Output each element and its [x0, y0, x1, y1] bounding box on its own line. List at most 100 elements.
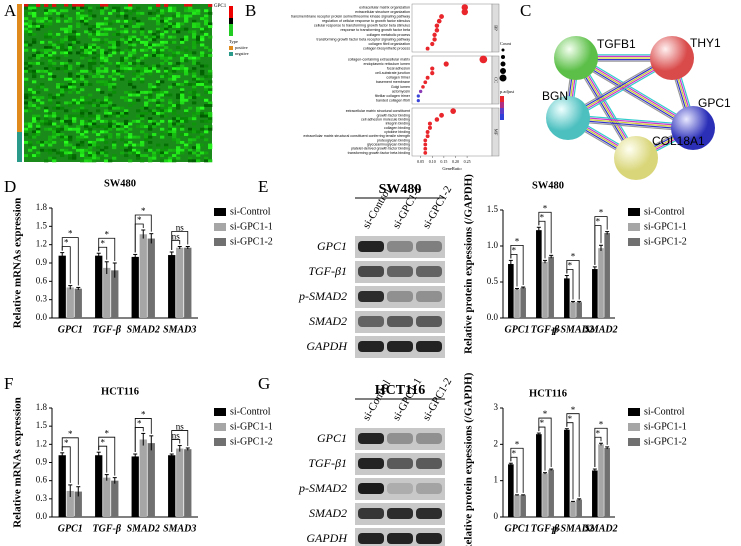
heatmap-cell [148, 11, 153, 15]
band [387, 483, 413, 494]
heatmap-cell [144, 101, 149, 105]
heatmap-cell [136, 143, 141, 147]
heatmap-cell [96, 46, 101, 50]
heatmap-cell [176, 119, 181, 123]
bar [131, 256, 139, 318]
heatmap-cell [172, 127, 177, 131]
heatmap-cell [160, 54, 165, 57]
heatmap-cell [36, 51, 41, 55]
heatmap-cell [136, 38, 141, 42]
heatmap-cell [72, 154, 77, 158]
heatmap-cell [148, 38, 153, 42]
heatmap-cell [184, 9, 189, 13]
heatmap-cell [52, 56, 57, 60]
heatmap-cell [172, 54, 177, 57]
strip [491, 107, 500, 157]
heatmap-cell [84, 17, 89, 21]
heatmap-cell [148, 17, 153, 21]
heatmap-cell [48, 69, 53, 73]
heatmap-cell [116, 43, 121, 47]
heatmap-cell [104, 98, 109, 102]
heatmap-cell [88, 111, 93, 115]
heatmap-cell [180, 90, 185, 94]
heatmap-cell [136, 11, 141, 15]
legend-label: si-GPC1-2 [644, 436, 687, 447]
heatmap-cell [36, 127, 41, 131]
heatmap-cell [112, 38, 117, 42]
heatmap-cell [80, 143, 85, 147]
heatmap-cell [132, 25, 137, 28]
heatmap-cell [192, 69, 197, 73]
heatmap-cell [204, 80, 209, 84]
heatmap-cell [168, 77, 173, 81]
dot [421, 85, 425, 89]
heatmap-cell [180, 127, 185, 131]
bar [592, 470, 598, 517]
heatmap-cell [140, 111, 145, 115]
heatmap-cell [100, 104, 105, 107]
heatmap-cell [44, 88, 49, 92]
heatmap-cell [128, 19, 133, 23]
x-tick-label: TGF-β [531, 523, 560, 534]
heatmap-cell [52, 61, 57, 65]
heatmap-cell [124, 125, 129, 129]
heatmap-cell [144, 133, 149, 136]
strip-label: BP [493, 25, 498, 31]
heatmap-cell [56, 77, 61, 81]
heatmap-cell [156, 4, 161, 7]
heatmap-cell [80, 122, 85, 126]
heatmap-cell [168, 61, 173, 65]
heatmap-cell [160, 111, 165, 115]
heatmap-cell [112, 69, 117, 73]
heatmap-cell [136, 90, 141, 94]
heatmap-cell [140, 67, 145, 71]
heatmap-cell [44, 54, 49, 57]
heatmap-cell [184, 4, 189, 7]
heatmap-cell [32, 48, 37, 52]
dot [423, 138, 428, 143]
heatmap-cell [156, 151, 161, 155]
heatmap-cell [32, 80, 37, 84]
heatmap-cell [136, 22, 141, 26]
heatmap-cell [36, 130, 41, 134]
heatmap-cell [136, 75, 141, 79]
heatmap-cell [200, 151, 205, 155]
heatmap-cell [88, 9, 93, 13]
heatmap-cell [140, 61, 145, 65]
heatmap-cell [136, 67, 141, 71]
term-label: transmembrane receptor protein serine/th… [291, 15, 410, 19]
heatmap-cell [104, 135, 109, 139]
significance-label: ns [172, 232, 181, 242]
heatmap-cell [128, 35, 133, 39]
heatmap-cell [160, 56, 165, 60]
heatmap-cell [204, 88, 209, 92]
heatmap-cell [152, 122, 157, 126]
heatmap-cell [208, 69, 213, 73]
heatmap-cell [124, 35, 129, 39]
heatmap-cell [176, 117, 181, 121]
heatmap-cell [208, 143, 213, 147]
term-label: cell-substrate junction [375, 71, 410, 75]
heatmap-cell [192, 67, 197, 71]
heatmap-cell [64, 14, 69, 18]
heatmap-cell [160, 127, 165, 131]
heatmap-cell [48, 114, 53, 118]
heatmap-cell [208, 111, 213, 115]
dot [425, 130, 430, 134]
heatmap-cell [100, 130, 105, 134]
heatmap-cell [152, 6, 157, 10]
heatmap-cell [40, 101, 45, 105]
heatmap-cell [140, 117, 145, 121]
node-label: COL18A1 [652, 134, 705, 148]
heatmap-cell [172, 122, 177, 126]
heatmap-cell [44, 48, 49, 52]
bar [184, 449, 192, 517]
heatmap-cell [96, 75, 101, 79]
heatmap-cell [168, 101, 173, 105]
x-tick-label: GPC1 [505, 523, 530, 534]
significance-label: * [596, 428, 601, 438]
heatmap-cell [124, 67, 129, 71]
heatmap-cell [200, 72, 205, 76]
heatmap-cell [180, 133, 185, 136]
heatmap-cell [112, 43, 117, 47]
